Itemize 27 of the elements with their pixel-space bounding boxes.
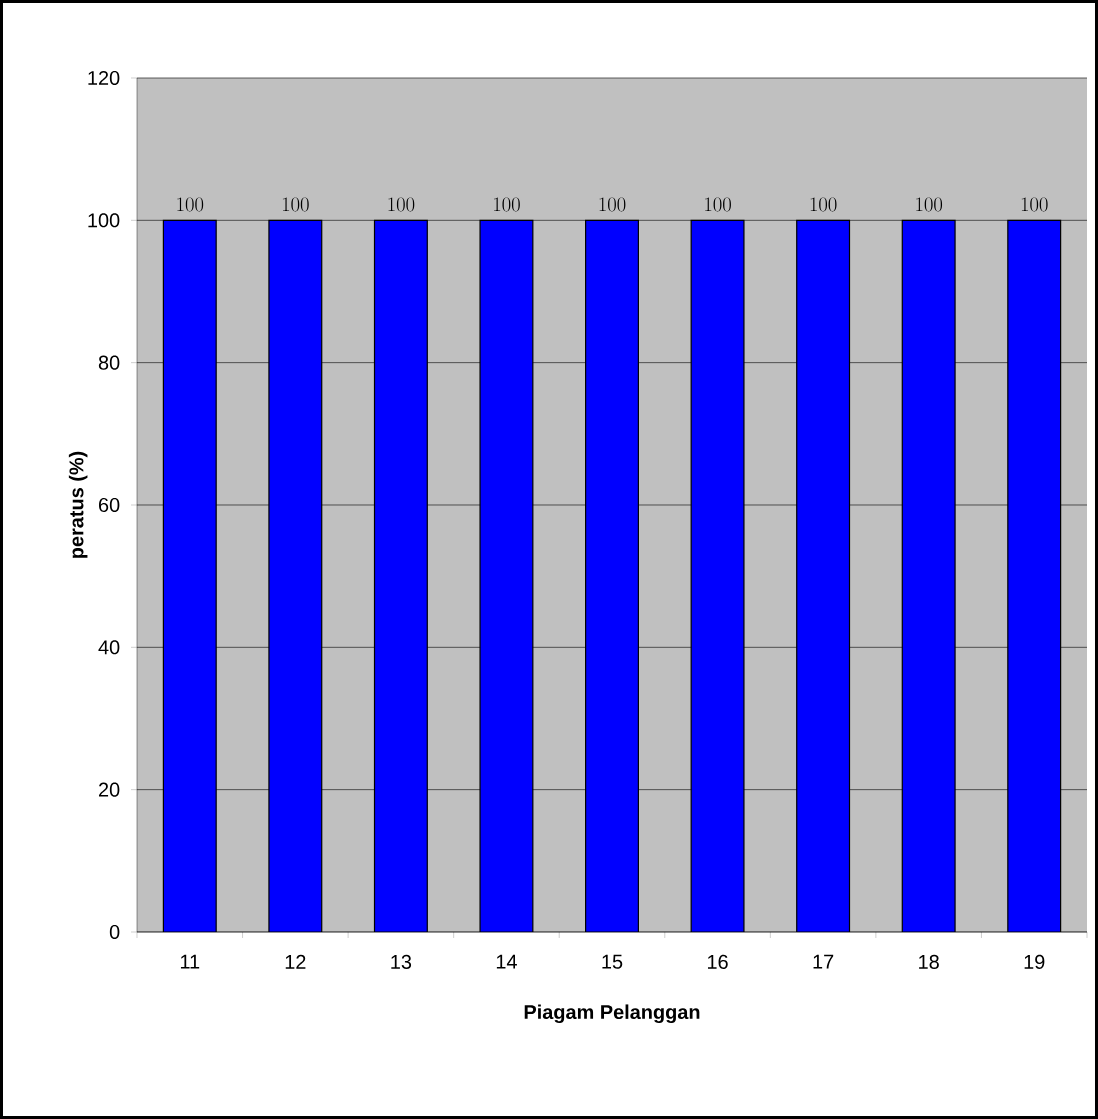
data-label: 100: [1021, 197, 1048, 212]
data-label: 100: [282, 197, 309, 212]
x-tick-label: 14: [496, 954, 517, 969]
x-tick-label: 16: [707, 954, 728, 969]
y-tick-label: 0: [109, 924, 120, 940]
data-label: 100: [494, 197, 520, 212]
y-tick-label: 80: [98, 355, 120, 370]
y-tick-label: 120: [88, 70, 120, 86]
data-label: 100: [177, 197, 204, 212]
data-label: 100: [810, 197, 837, 212]
y-tick-label: 20: [99, 782, 120, 797]
y-tick-label: 40: [98, 640, 120, 655]
x-tick-label: 13: [391, 954, 412, 969]
data-label: 100: [599, 197, 626, 212]
x-tick-label: 17: [813, 954, 834, 969]
x-tick-label: 15: [602, 954, 623, 969]
data-label: 100: [705, 197, 731, 212]
y-tick-label: 60: [99, 497, 120, 513]
x-tick-label: 11: [180, 954, 200, 969]
data-label: 100: [388, 197, 415, 212]
y-tick-label: 100: [88, 213, 120, 228]
x-tick-label: 18: [919, 954, 939, 969]
y-axis-title: peratus (%): [68, 451, 88, 558]
x-axis-title: Piagam Pelanggan: [524, 1004, 700, 1024]
data-label: 100: [916, 197, 943, 212]
x-tick-label: 19: [1024, 954, 1045, 969]
x-tick-label: 12: [285, 954, 306, 969]
